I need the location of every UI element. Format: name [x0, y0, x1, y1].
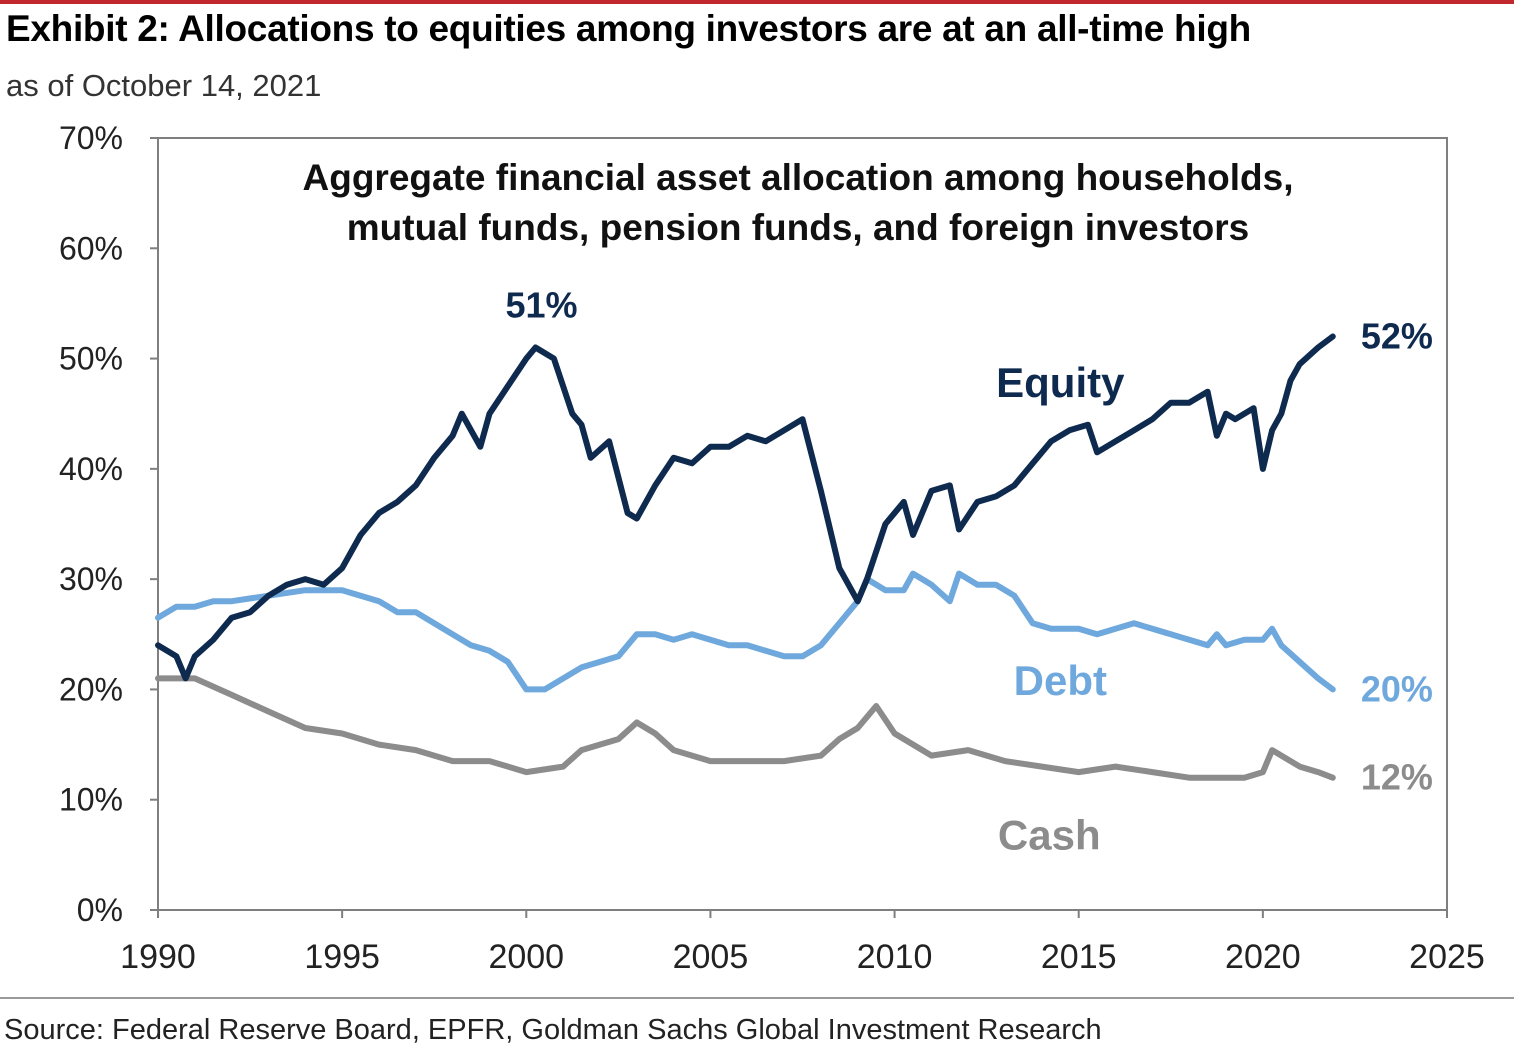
- peak-value-label-equity: 51%: [505, 285, 577, 326]
- x-tick-label: 1990: [120, 938, 196, 976]
- plot-frame: [157, 137, 1448, 911]
- x-tick-label: 2020: [1225, 938, 1301, 976]
- y-tick-label: 20%: [59, 671, 123, 707]
- series-name-label-equity: Equity: [996, 359, 1125, 406]
- footer-rule: [0, 997, 1514, 999]
- x-tick-label: 2010: [857, 938, 933, 976]
- y-tick-label: 0%: [77, 892, 123, 928]
- x-tick-label: 1995: [304, 938, 380, 976]
- series-line-equity: [155, 333, 1336, 682]
- exhibit-subtitle: as of October 14, 2021: [6, 68, 322, 103]
- series-name-label-debt: Debt: [1014, 657, 1107, 704]
- chart-title-line-2: mutual funds, pension funds, and foreign…: [347, 207, 1249, 248]
- source-note: Source: Federal Reserve Board, EPFR, Gol…: [4, 1014, 1102, 1046]
- line-chart: 0% 10% 20% 30% 40% 50% 60% 70% 1990 1995 2000 2005 2…: [59, 120, 1485, 976]
- chart-title-line-1: Aggregate financial asset allocation amo…: [303, 157, 1294, 198]
- series-line-debt: [155, 570, 1336, 693]
- series-layer: [155, 333, 1336, 781]
- top-accent-rule: [0, 0, 1514, 4]
- y-tick-label: 70%: [59, 120, 123, 156]
- label-layer: 52% 51% 20% 12% Equity Debt Cash: [505, 285, 1432, 859]
- y-tick-label: 40%: [59, 451, 123, 487]
- x-tick-label: 2000: [488, 938, 564, 976]
- x-tick-label: 2025: [1409, 938, 1485, 976]
- end-value-label-cash: 12%: [1361, 757, 1433, 798]
- y-tick-label: 50%: [59, 341, 123, 377]
- end-value-label-debt: 20%: [1361, 668, 1433, 709]
- chart-axes: 0% 10% 20% 30% 40% 50% 60% 70% 1990 1995 2000 2005 2…: [59, 120, 1485, 976]
- series-line-cash: [155, 675, 1336, 781]
- series-name-label-cash: Cash: [998, 811, 1101, 858]
- y-tick-label: 60%: [59, 230, 123, 266]
- y-tick-label: 30%: [59, 561, 123, 597]
- y-tick-label: 10%: [59, 782, 123, 818]
- end-value-label-equity: 52%: [1361, 316, 1433, 357]
- exhibit-title: Exhibit 2: Allocations to equities among…: [6, 8, 1251, 49]
- x-tick-label: 2015: [1041, 938, 1117, 976]
- x-tick-label: 2005: [673, 938, 749, 976]
